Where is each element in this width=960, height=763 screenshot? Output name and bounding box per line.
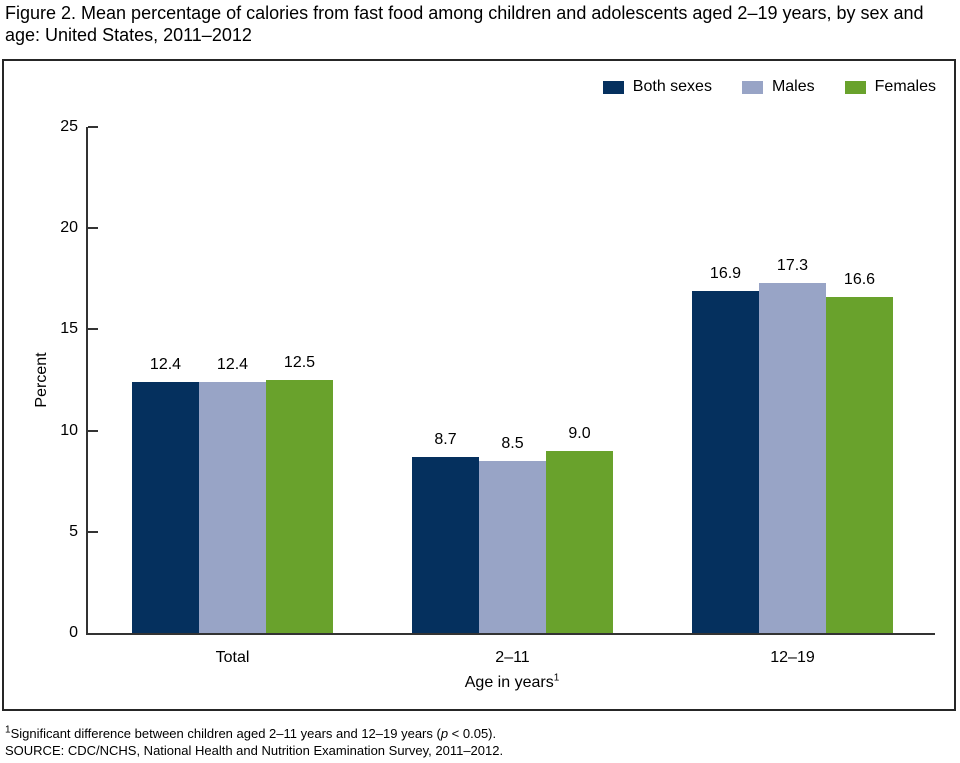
legend-item-females: Females [844, 78, 936, 96]
legend-label-both-sexes: Both sexes [632, 78, 712, 95]
chart-legend: Both sexes Males Females [602, 78, 936, 96]
legend-label-females: Females [874, 78, 936, 95]
legend-swatch-males [741, 80, 763, 94]
footnotes: 1Significant difference between children… [5, 725, 503, 759]
footnote-text-pre: Significant difference between children … [10, 726, 441, 741]
x-axis-title-text: Age in years [464, 674, 554, 691]
legend-item-males: Males [741, 78, 815, 96]
footnote-source: SOURCE: CDC/NCHS, National Health and Nu… [5, 743, 504, 758]
x-axis-title-superscript: 1 [553, 672, 560, 684]
footnote-superscript: 1 [5, 724, 11, 736]
x-axis-title: Age in years1 [362, 672, 662, 692]
legend-swatch-both-sexes [602, 80, 624, 94]
footnote-p-italic: p [440, 726, 449, 741]
legend-swatch-females [844, 80, 866, 94]
legend-item-both-sexes: Both sexes [602, 78, 712, 96]
y-axis-title: Percent [33, 352, 50, 408]
footnote-significance: 1Significant difference between children… [5, 725, 503, 742]
legend-label-males: Males [771, 78, 815, 95]
footnote-text-post: < 0.05). [448, 726, 497, 741]
figure-title: Figure 2. Mean percentage of calories fr… [5, 3, 924, 45]
chart-frame [2, 59, 956, 711]
